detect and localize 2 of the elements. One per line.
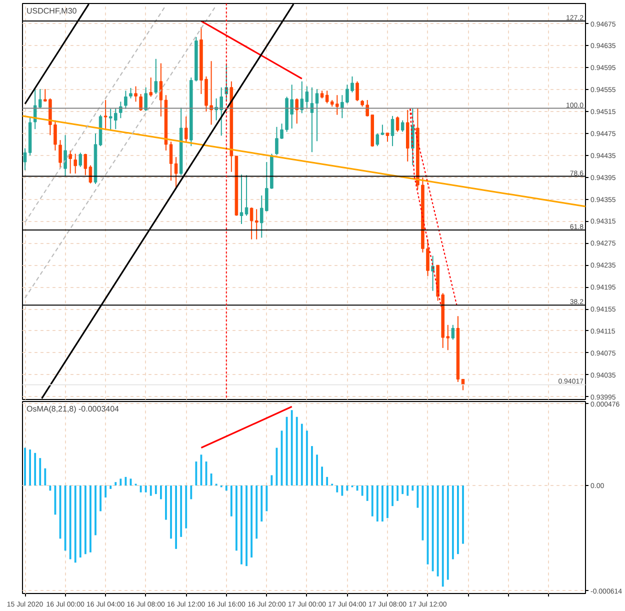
chart-title: USDCHF,M30	[26, 6, 78, 16]
chart-title: OsMA(8,21,8) -0.0003404	[26, 404, 120, 414]
